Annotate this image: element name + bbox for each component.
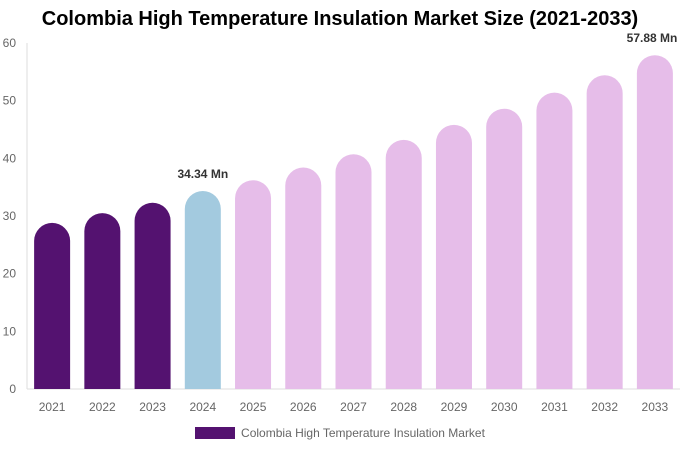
legend: Colombia High Temperature Insulation Mar…: [0, 426, 680, 440]
y-tick-label: 30: [3, 209, 17, 223]
y-tick-label: 20: [3, 267, 17, 281]
bar-2028: [385, 139, 422, 389]
bar-2029: [435, 124, 472, 390]
x-tick-label: 2031: [541, 400, 568, 414]
y-tick-label: 60: [3, 36, 17, 50]
x-tick-label: 2024: [189, 400, 216, 414]
bar-2025: [235, 180, 272, 389]
x-tick-label: 2021: [39, 400, 66, 414]
x-tick-label: 2030: [491, 400, 518, 414]
bar-2031: [536, 92, 573, 390]
x-tick-label: 2025: [240, 400, 267, 414]
chart-title: Colombia High Temperature Insulation Mar…: [41, 8, 639, 30]
x-tick-label: 2022: [89, 400, 116, 414]
y-tick-label: 0: [9, 382, 16, 396]
y-tick-label: 40: [3, 151, 17, 165]
x-tick-label: 2032: [591, 400, 618, 414]
y-tick-label: 50: [3, 94, 17, 108]
bar-2021: [34, 222, 71, 389]
bar-2026: [285, 167, 322, 389]
data-label-2024: 34.34 Mn: [177, 167, 228, 181]
bar-2027: [335, 154, 372, 389]
x-tick-label: 2026: [290, 400, 317, 414]
bar-2030: [486, 108, 523, 390]
bar-2022: [84, 213, 121, 389]
bar-2033: [636, 55, 673, 389]
x-tick-label: 2027: [340, 400, 367, 414]
x-tick-label: 2023: [139, 400, 166, 414]
x-tick-label: 2029: [441, 400, 468, 414]
bar-2032: [586, 75, 623, 389]
x-tick-label: 2033: [642, 400, 669, 414]
bar-2024: [184, 190, 221, 389]
legend-swatch: [195, 427, 236, 439]
bar-2023: [134, 202, 171, 389]
data-label-2033: 57.88 Mn: [627, 31, 678, 45]
legend-label: Colombia High Temperature Insulation Mar…: [241, 426, 485, 440]
x-tick-label: 2028: [390, 400, 417, 414]
y-tick-label: 10: [3, 324, 17, 338]
